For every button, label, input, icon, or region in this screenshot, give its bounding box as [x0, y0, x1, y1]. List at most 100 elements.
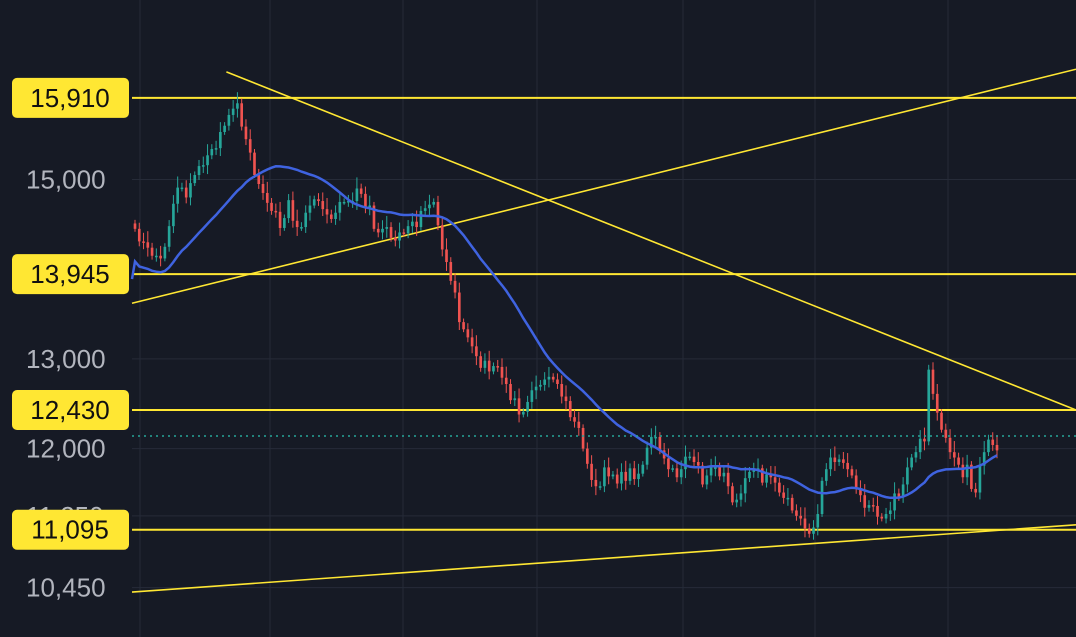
candle-body — [462, 322, 465, 330]
candle-body — [859, 488, 862, 496]
candle-body — [304, 212, 308, 228]
candle-body — [547, 376, 551, 380]
candle-body — [475, 346, 478, 357]
candle-body — [824, 469, 828, 481]
candle-body — [155, 255, 158, 258]
candle-body — [927, 369, 931, 442]
candle-body — [338, 201, 342, 213]
candle-body — [402, 232, 406, 234]
candle-body — [901, 484, 905, 497]
candle-body — [517, 398, 521, 415]
level-badge — [12, 77, 129, 118]
candle-body — [675, 468, 679, 478]
y-axis-tick-label: 12,000 — [26, 434, 106, 464]
candle-body — [641, 464, 645, 474]
y-axis-tick-label: 10,450 — [26, 573, 106, 603]
candle-body — [995, 444, 999, 451]
candle-body — [436, 201, 440, 226]
candle-body — [470, 337, 474, 347]
candle-body — [389, 227, 393, 238]
level-badge — [12, 254, 129, 295]
candle-body — [201, 165, 205, 167]
candle-body — [240, 103, 244, 127]
candle-body — [359, 188, 363, 194]
candle-body — [816, 514, 820, 528]
candle-body — [982, 452, 986, 466]
candle-body — [671, 468, 675, 470]
candle-body — [445, 249, 448, 263]
candle-body — [295, 220, 299, 228]
candle-body — [504, 377, 508, 384]
candle-body — [598, 486, 602, 488]
candle-body — [398, 232, 401, 241]
candle-body — [176, 187, 179, 204]
candles — [133, 92, 999, 540]
candle-body — [231, 108, 235, 115]
candle-body — [496, 366, 500, 368]
candle-body — [406, 226, 410, 234]
candle-body — [172, 203, 175, 227]
candle-body — [449, 262, 453, 281]
candle-body — [790, 497, 794, 511]
candle-body — [479, 356, 482, 368]
level-badge-label: 12,430 — [30, 395, 110, 425]
candle-body — [568, 401, 572, 418]
candle-body — [871, 505, 875, 507]
candle-body — [577, 421, 581, 428]
candle-body — [850, 469, 854, 476]
candle-body — [329, 214, 333, 219]
candle-body — [321, 201, 325, 210]
candle-body — [837, 459, 841, 463]
level-badge-label: 13,945 — [30, 259, 110, 289]
candle-body — [594, 479, 598, 487]
candle-body — [423, 208, 427, 211]
candle-body — [355, 188, 359, 202]
candle-body — [812, 527, 815, 534]
candle-body — [961, 464, 965, 478]
candle-body — [411, 221, 414, 227]
candle-body — [432, 201, 436, 205]
candle-body — [714, 467, 717, 469]
candle-body — [581, 427, 585, 449]
candle-body — [897, 493, 901, 497]
moving-average-line — [130, 165, 998, 500]
candle-body — [291, 200, 295, 221]
candle-body — [658, 436, 662, 451]
candle-body — [906, 467, 909, 485]
candle-body — [692, 456, 696, 463]
candle-body — [807, 528, 811, 534]
candle-body — [935, 393, 939, 413]
candle-body — [705, 475, 709, 485]
candle-body — [372, 205, 376, 229]
trendlines — [131, 68, 1076, 593]
candle-body — [620, 471, 623, 484]
candle-body — [914, 452, 918, 458]
candle-body — [624, 471, 628, 481]
candle-body — [650, 436, 653, 448]
candle-body — [778, 482, 781, 493]
candle-body — [748, 471, 751, 479]
candle-body — [560, 384, 564, 397]
candle-body — [769, 474, 773, 478]
candle-body — [923, 438, 926, 442]
candle-body — [726, 472, 730, 487]
candle-body — [867, 505, 871, 508]
candle-body — [513, 398, 517, 401]
candle-body — [701, 465, 704, 485]
candle-body — [184, 187, 188, 198]
candle-body — [829, 457, 832, 470]
candle-body — [287, 200, 290, 219]
candle-body — [645, 447, 649, 465]
candle-body — [137, 228, 141, 242]
candle-body — [696, 462, 700, 466]
candle-body — [551, 376, 555, 380]
candle-body — [910, 457, 913, 468]
candle-body — [180, 187, 184, 190]
trendline — [131, 68, 1076, 305]
level-badge-label: 15,910 — [30, 83, 110, 113]
candle-body — [300, 227, 303, 229]
candle-body — [731, 486, 734, 503]
candle-body — [718, 467, 721, 477]
candle-body — [893, 493, 896, 511]
